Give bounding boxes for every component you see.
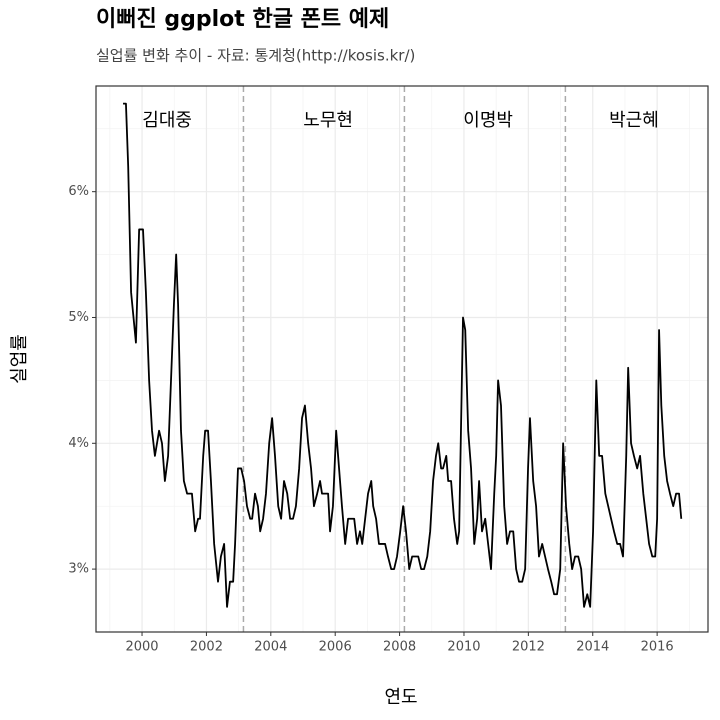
panel-border (95, 85, 709, 633)
x-tick-label: 2002 (190, 640, 223, 655)
annotation: 박근혜 (609, 110, 659, 131)
x-tick-label: 2004 (254, 640, 287, 655)
chart-subtitle: 실업률 변화 추이 - 자료: 통계청(http://kosis.kr/) (96, 47, 415, 65)
data-line (123, 102, 683, 608)
y-axis-label: 실업률 (9, 334, 30, 384)
y-tick-label: 4% (68, 436, 89, 451)
y-tick-label: 3% (68, 562, 89, 577)
x-tick-label: 2014 (576, 640, 609, 655)
y-tick-label: 5% (68, 310, 89, 325)
x-tick-label: 2012 (512, 640, 545, 655)
x-tick-label: 2016 (641, 640, 674, 655)
x-tick-label: 2006 (319, 640, 352, 655)
annotation: 노무현 (303, 110, 353, 131)
annotation: 이명박 (463, 110, 513, 131)
x-tick-label: 2000 (125, 640, 158, 655)
chart-title: 이뻐진 ggplot 한글 폰트 예제 (96, 7, 389, 32)
x-axis-label: 연도 (384, 687, 417, 708)
x-tick-label: 2010 (447, 640, 480, 655)
x-tick-label: 2008 (383, 640, 416, 655)
y-tick-label: 6% (68, 184, 89, 199)
annotation: 김대중 (142, 110, 192, 131)
